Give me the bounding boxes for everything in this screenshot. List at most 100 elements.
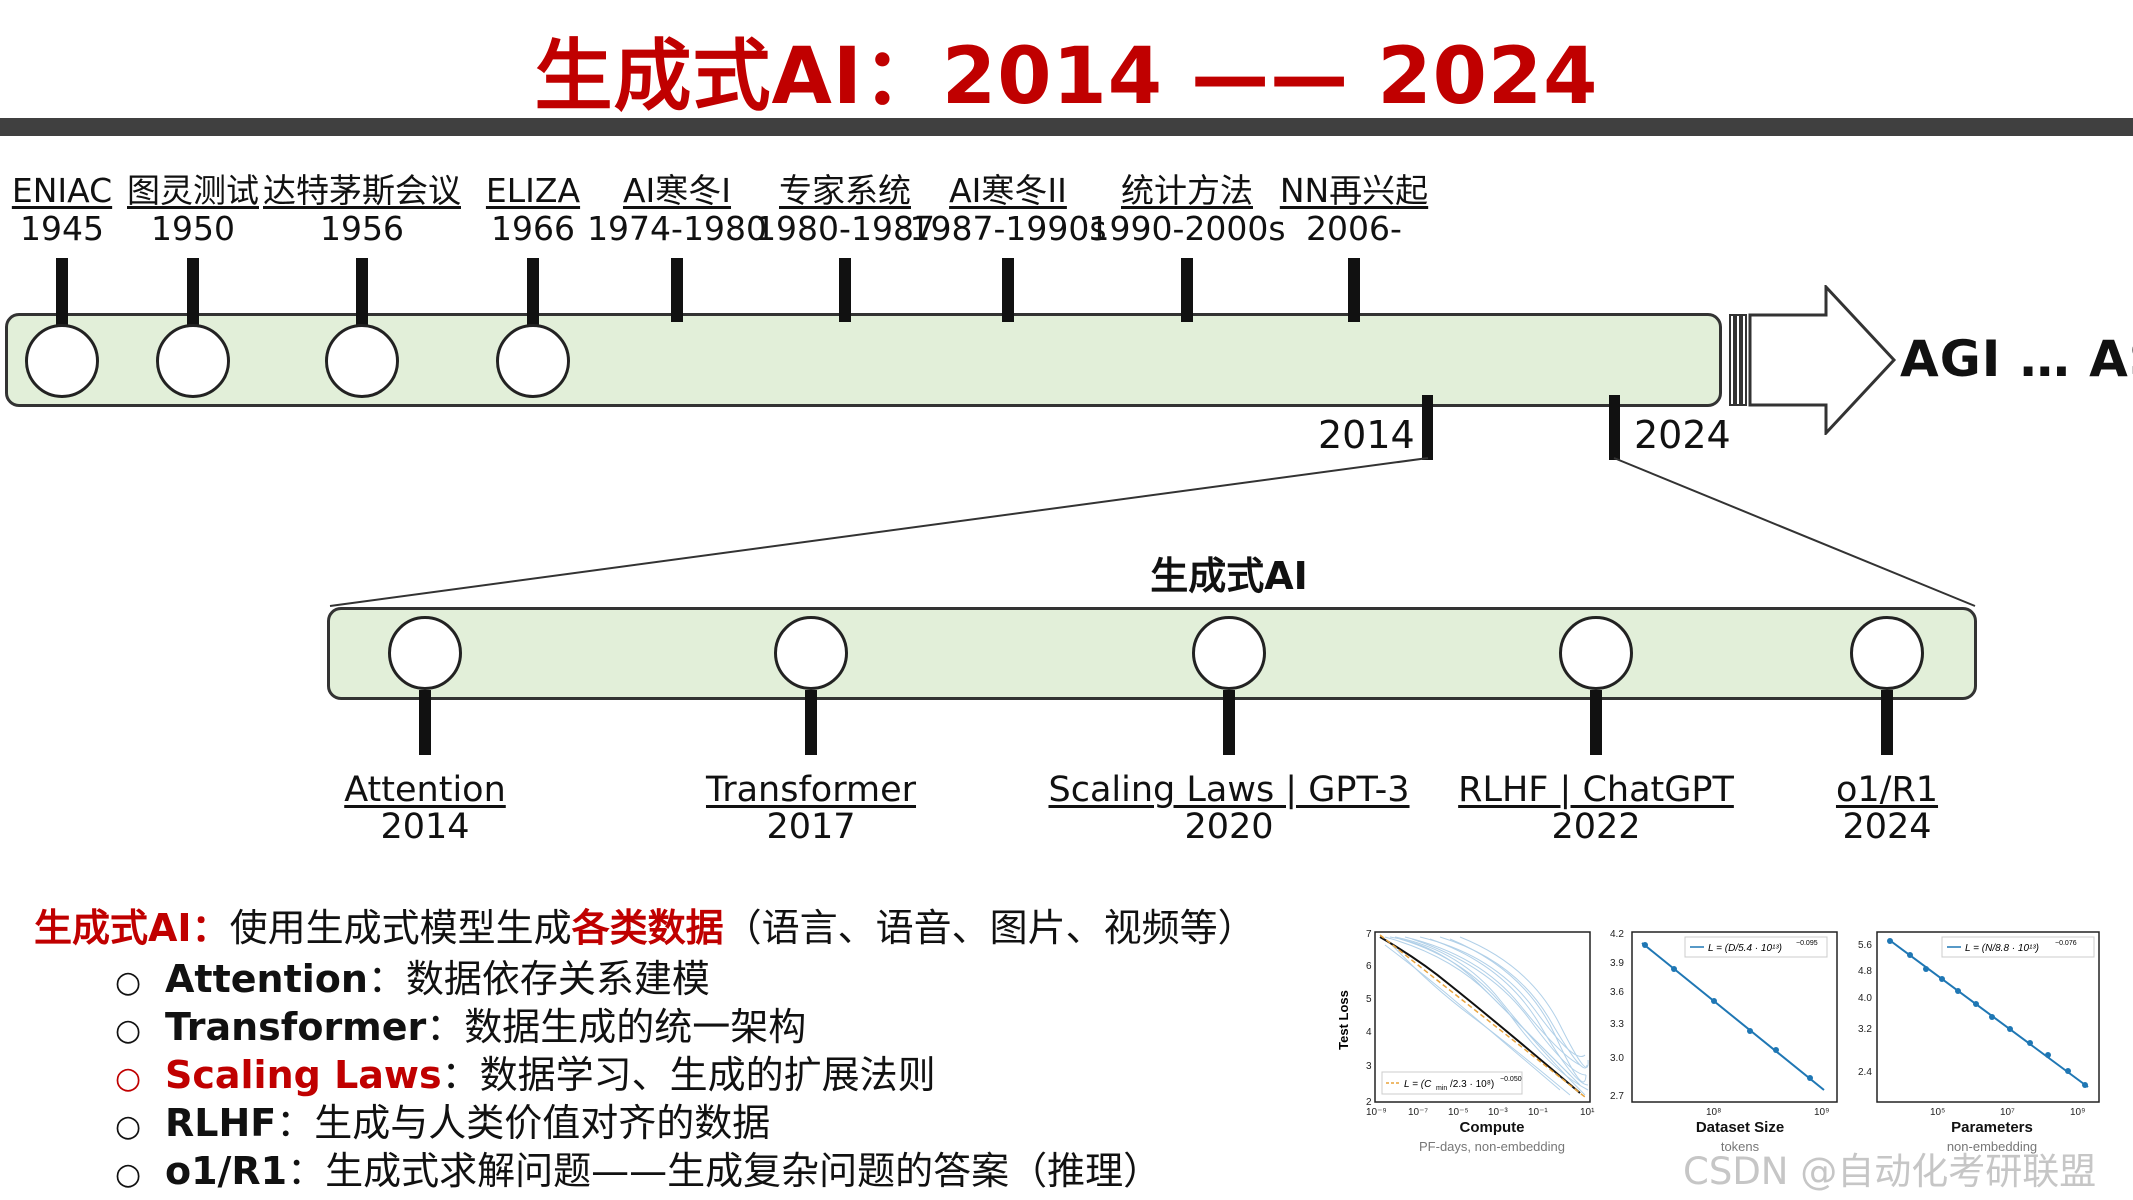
timeline-event-name: ENIAC (11, 171, 113, 210)
plot-xlabel-parameters: Parameters (1951, 1119, 2033, 1136)
genai-event-name: RLHF | ChatGPT (1458, 770, 1734, 810)
timeline-event-name: AI寒冬I (622, 171, 732, 210)
page-title: 生成式AI：2014 —— 2024 (534, 32, 1599, 122)
genai-event-0: Attention 2014 (344, 772, 506, 846)
genai-event-4: o1/R1 2024 (1836, 772, 1938, 846)
svg-text:7: 7 (1366, 929, 1372, 940)
genai-event-year: 2014 (380, 807, 470, 847)
genai-tick (1590, 690, 1602, 755)
bullet-desc: ：生成式求解问题——生成复杂问题的答案（推理） (287, 1149, 1162, 1193)
bullet-term: Transformer (165, 1005, 427, 1049)
svg-text:5.6: 5.6 (1858, 940, 1872, 951)
svg-text:3: 3 (1366, 1061, 1372, 1072)
svg-text:6: 6 (1366, 961, 1372, 972)
timeline-event-year: 1945 (20, 209, 104, 248)
bullet-desc: ：数据学习、生成的扩展法则 (441, 1053, 936, 1097)
timeline-event-7: 统计方法 1990-2000s (1088, 172, 1285, 248)
svg-text:−0.050: −0.050 (1500, 1076, 1522, 1083)
intro-label: 生成式AI (34, 906, 192, 950)
svg-text:5: 5 (1366, 994, 1372, 1005)
timeline-tick (527, 258, 539, 326)
timeline-event-3: ELIZA 1966 (486, 172, 580, 248)
svg-text:10⁻⁵: 10⁻⁵ (1448, 1107, 1469, 1118)
timeline-event-name: ELIZA (485, 171, 581, 210)
svg-text:10⁻⁷: 10⁻⁷ (1408, 1107, 1428, 1118)
genai-tick (419, 690, 431, 755)
bullet-desc: ：数据依存关系建模 (367, 957, 710, 1001)
timeline-tick (671, 258, 683, 322)
timeline-arrow (1729, 285, 1897, 435)
genai-event-year: 2020 (1184, 807, 1274, 847)
timeline-event-name: 达特茅斯会议 (263, 171, 461, 210)
svg-text:10⁵: 10⁵ (1930, 1107, 1945, 1118)
genai-milestone-circle (774, 616, 848, 690)
timeline-tick (356, 258, 368, 326)
plot-sublabel-parameters: non-embedding (1946, 1139, 2038, 1154)
timeline-tick (1348, 258, 1360, 322)
genai-event-year: 2024 (1842, 807, 1932, 847)
genai-event-name: o1/R1 (1835, 770, 1939, 810)
parameters-plot: L = (N/8.8 · 10¹³) −0.076 5.6 4.8 4.0 3.2 2… (1858, 931, 2100, 1118)
intro-post: （语言、语音、图片、视频等） (723, 906, 1256, 950)
genai-milestone-circle (388, 616, 462, 690)
timeline-milestone-circle (156, 324, 230, 398)
svg-text:4: 4 (1366, 1027, 1372, 1038)
genai-milestone-circle (1559, 616, 1633, 690)
timeline-event-name: 统计方法 (1120, 171, 1253, 210)
timeline-milestone-circle (25, 324, 99, 398)
timeline-event-year: 1956 (320, 209, 404, 248)
svg-text:3.2: 3.2 (1858, 1024, 1872, 1035)
svg-text:10⁹: 10⁹ (1814, 1107, 1829, 1118)
svg-text:/2.3 · 10⁸): /2.3 · 10⁸) (1450, 1079, 1494, 1090)
bullet-circle-icon: ○ (115, 1061, 142, 1096)
timeline-event-year: 1990-2000s (1088, 209, 1286, 248)
bullet-item: ○ o1/R1：生成式求解问题——生成复杂问题的答案（推理） (115, 1140, 1161, 1195)
bullet-term: Scaling Laws (165, 1053, 442, 1097)
svg-text:3.0: 3.0 (1610, 1053, 1624, 1064)
bullet-desc: ：数据生成的统一架构 (426, 1005, 807, 1049)
compute-plot: L = (C min /2.3 · 10⁸) −0.050 2 3 4 5 6 7 10… (1336, 929, 1595, 1118)
svg-text:−0.095: −0.095 (1796, 940, 1818, 947)
timeline-event-year: 1974-1980 (587, 209, 767, 248)
genai-event-name: Scaling Laws | GPT-3 (1048, 770, 1410, 810)
genai-event-name: Attention (344, 770, 506, 810)
genai-tick (805, 690, 817, 755)
svg-text:3.3: 3.3 (1610, 1019, 1624, 1030)
range-end-year: 2024 (1634, 413, 1731, 457)
bullet-circle-icon: ○ (115, 1109, 142, 1144)
svg-text:10⁻¹: 10⁻¹ (1528, 1107, 1548, 1118)
range-start-year: 2014 (1318, 413, 1415, 457)
timeline-event-6: AI寒冬II 1987-1990s (909, 172, 1106, 248)
genai-milestone-circle (1850, 616, 1924, 690)
range-end-tick (1609, 395, 1620, 460)
timeline-event-year: 1980-1987 (755, 209, 935, 248)
timeline-tick (1002, 258, 1014, 322)
genai-title: 生成式AI (1150, 554, 1308, 598)
svg-text:2.4: 2.4 (1858, 1067, 1872, 1078)
timeline-event-year: 1950 (151, 209, 235, 248)
plot-sublabel-dataset: tokens (1720, 1139, 1760, 1154)
timeline-tick (56, 258, 68, 326)
genai-event-name: Transformer (705, 770, 917, 810)
bullet-circle-icon: ○ (115, 1157, 142, 1192)
bullet-term: Attention (165, 957, 368, 1001)
range-start-tick (1422, 395, 1433, 460)
dataset-size-plot: L = (D/5.4 · 10¹³) −0.095 4.2 3.9 3.6 3.3 3… (1610, 929, 1838, 1118)
timeline-event-name: AI寒冬II (949, 171, 1067, 210)
main-timeline-bar (5, 313, 1722, 407)
svg-text:10⁻³: 10⁻³ (1488, 1107, 1508, 1118)
plot-xlabel-compute: Compute (1459, 1119, 1525, 1136)
csdn-watermark: CSDN @自动化考研联盟 (1683, 1150, 2097, 1193)
bullet-desc: ：生成与人类价值对齐的数据 (276, 1101, 771, 1145)
bullet-term: o1/R1 (165, 1149, 288, 1193)
svg-text:2: 2 (1366, 1097, 1372, 1108)
timeline-event-2: 达特茅斯会议 1956 (263, 172, 461, 248)
genai-tick (1881, 690, 1893, 755)
svg-text:4.2: 4.2 (1610, 929, 1624, 940)
timeline-event-5: 专家系统 1980-1987 (755, 172, 935, 248)
timeline-event-name: 图灵测试 (127, 171, 259, 210)
svg-text:L = (C: L = (C (1404, 1079, 1432, 1090)
genai-tick (1223, 690, 1235, 755)
timeline-event-year: 2006- (1306, 209, 1402, 248)
